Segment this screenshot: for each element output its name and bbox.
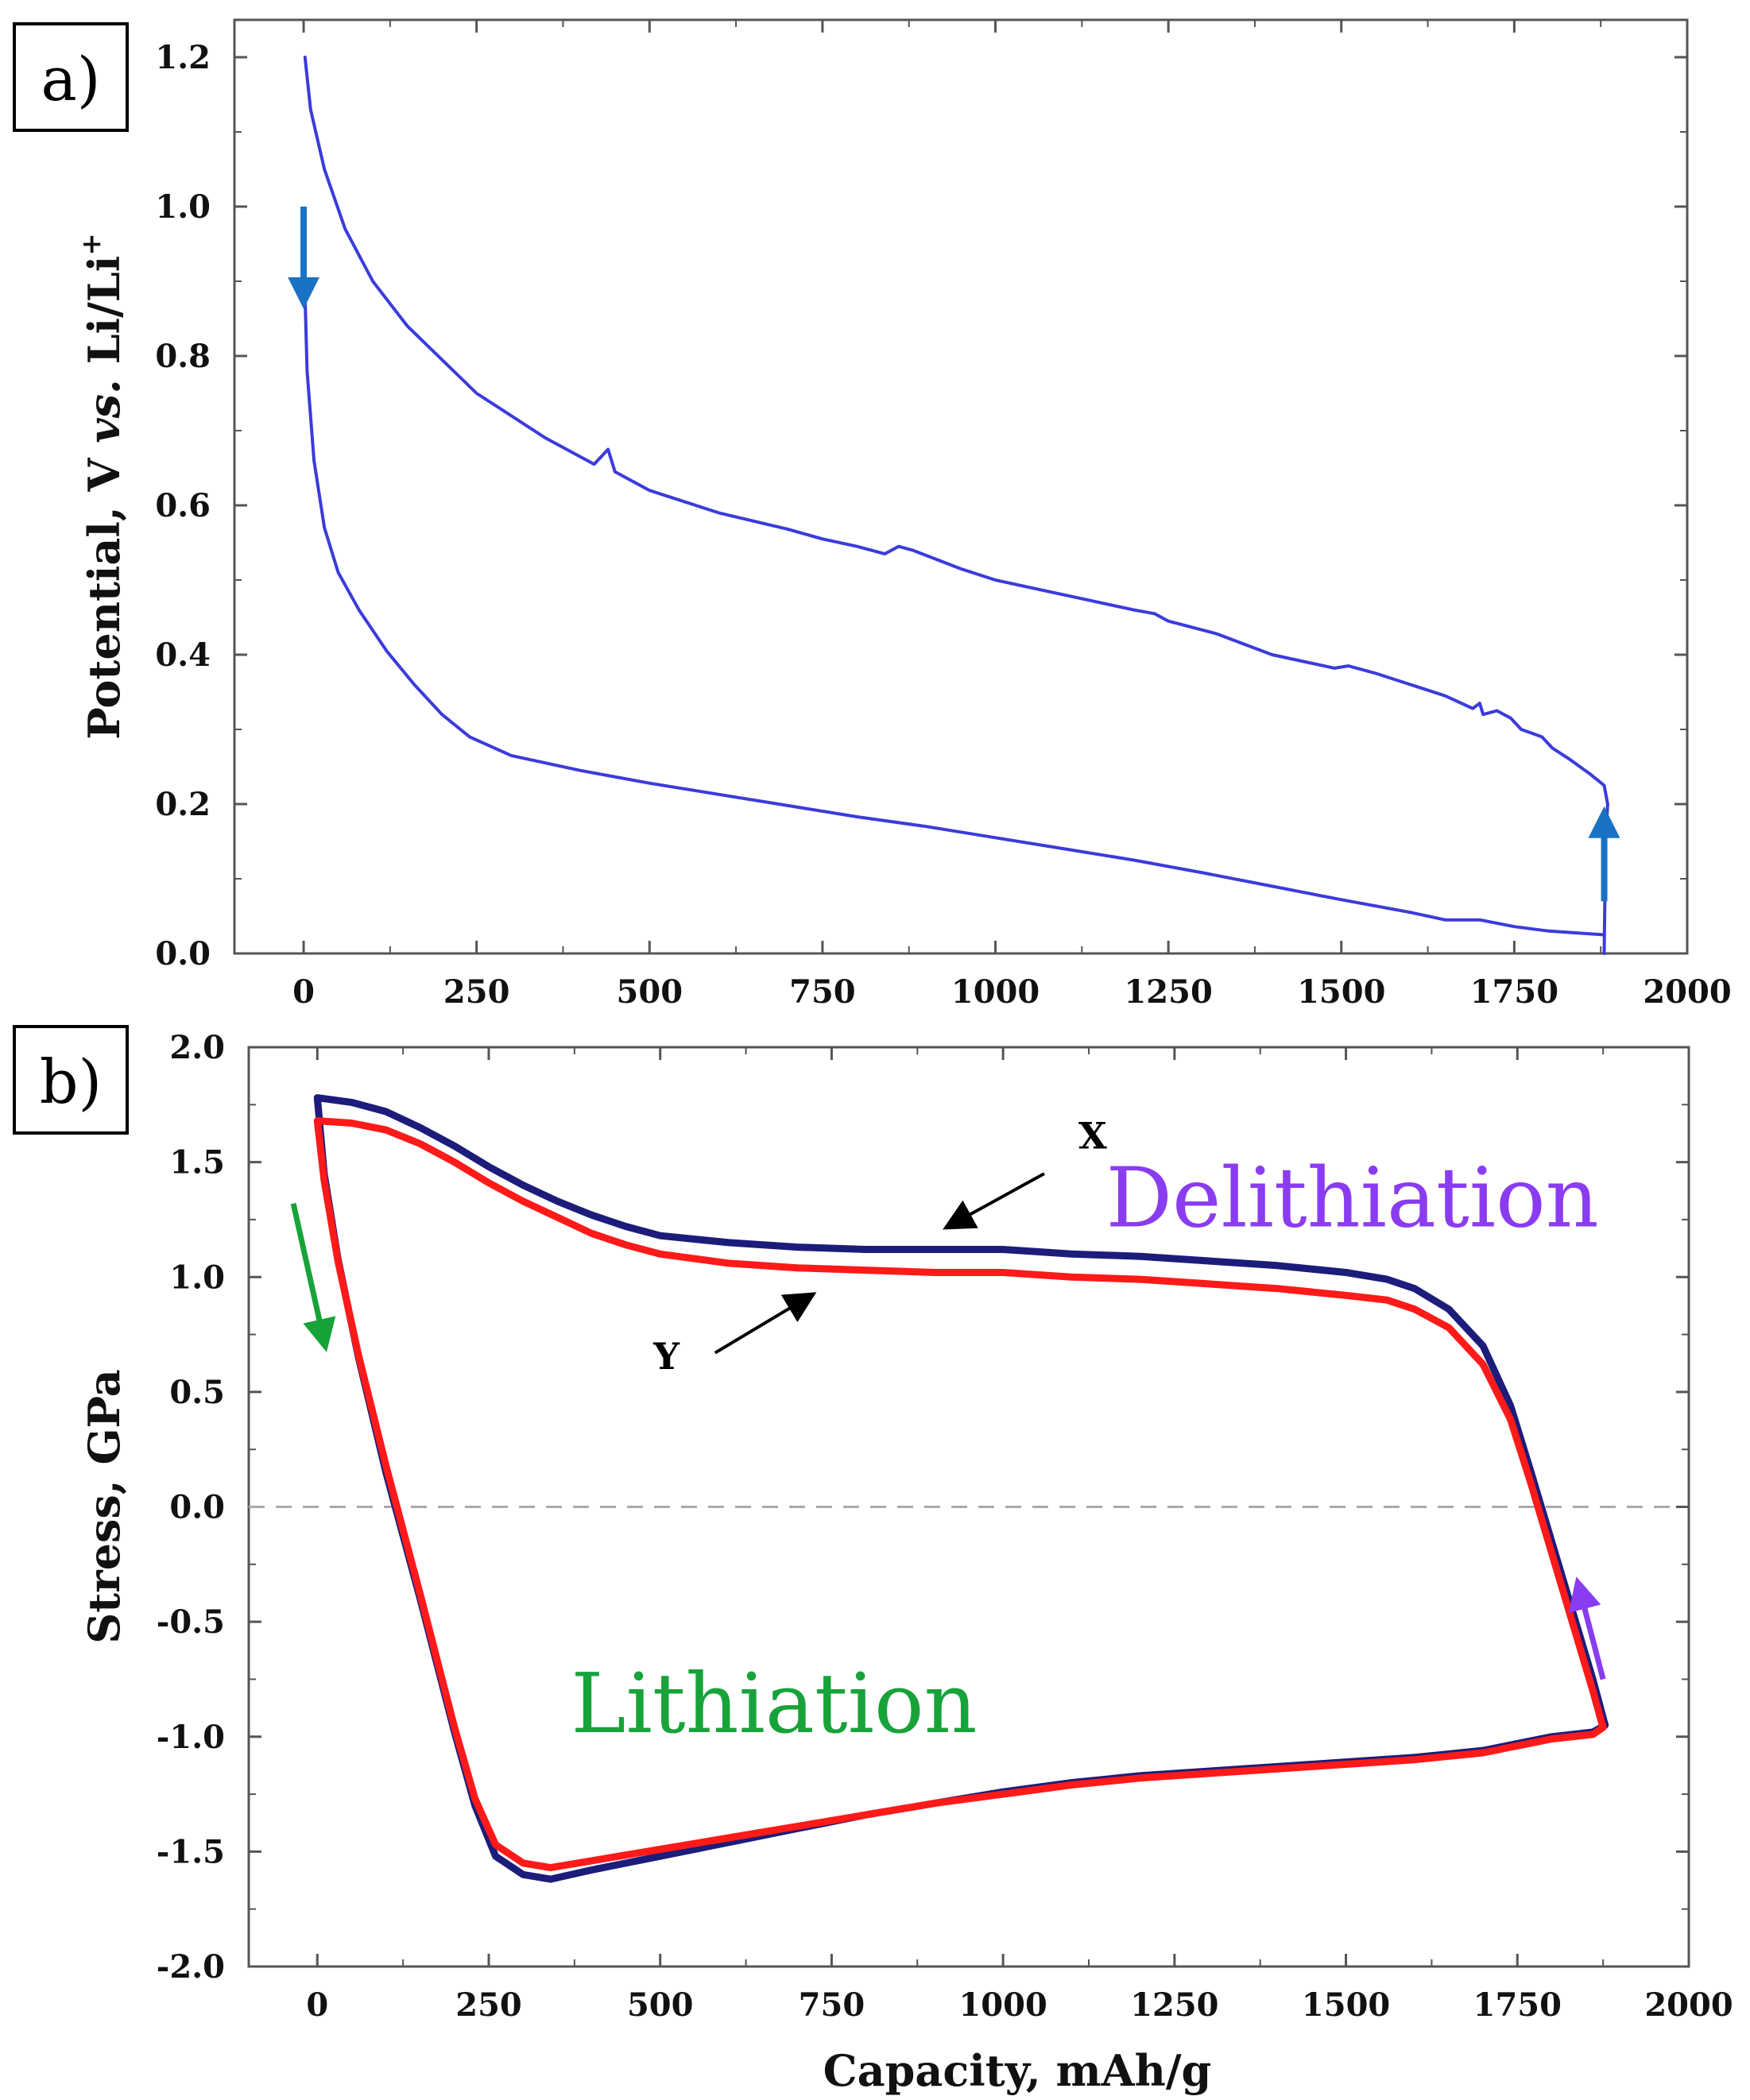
x-tick-label: 1000: [951, 973, 1040, 1011]
y-tick-label: 1.0: [169, 1259, 225, 1296]
panel-a-series: [302, 56, 1609, 955]
annotation-x: X: [1078, 1114, 1107, 1157]
x-tick-label: 500: [627, 1986, 694, 2024]
x-tick-label: 1750: [1470, 973, 1558, 1011]
panel-b-y-tick-labels: -2.0 -1.5 -1.0 -0.5 0.0 0.5 1.0 1.5 2.0: [157, 1029, 225, 1986]
annotation-delithiation: Delithiation: [1106, 1150, 1599, 1247]
direction-arrow-up: [1568, 1576, 1606, 1680]
panel-b-x-tick-labels: 0 250 500 750 1000 1250 1500 1750 2000: [306, 1986, 1733, 2024]
x-tick-label: 750: [789, 973, 856, 1011]
series-line-lithiation: [302, 242, 1606, 937]
panel-b-annotations: X Y Delithiation Lithiation: [571, 1114, 1599, 1752]
series-line-delithiation: [303, 56, 1609, 955]
panel-a-x-tick-labels: 0 250 500 750 1000 1250 1500 1750 2000: [292, 973, 1732, 1011]
panel-a-label-box: [13, 22, 129, 132]
x-tick-label: 750: [799, 1986, 865, 2024]
annotation-y: Y: [652, 1335, 680, 1378]
y-axis-title-italic: vs.: [79, 379, 130, 443]
y-tick-label: 0.6: [155, 487, 211, 524]
x-tick-label: 1000: [958, 1986, 1047, 2024]
x-tick-label: 250: [455, 1986, 522, 2024]
direction-arrow-down: [290, 1202, 336, 1352]
y-axis-title-tail: Li/Li: [79, 256, 130, 380]
panel-a-arrows: [288, 207, 1620, 902]
panel-b-ticks: [249, 1046, 1690, 1968]
panel-a-frame: [233, 18, 1689, 955]
x-tick-label: 0: [306, 1986, 328, 2024]
x-tick-label: 2000: [1644, 1986, 1733, 2024]
series-line-y: [313, 1117, 1607, 1872]
y-tick-label: -2.0: [157, 1948, 225, 1986]
y-axis-title-main: Potential, V: [79, 443, 130, 740]
y-tick-label: -0.5: [157, 1603, 225, 1641]
x-tick-label: 1750: [1473, 1986, 1562, 2024]
panel-b-arrows: [290, 1172, 1606, 1680]
x-tick-label: 1250: [1124, 973, 1212, 1011]
y-tick-label: 0.2: [155, 786, 211, 823]
y-tick-label: -1.0: [157, 1719, 225, 1756]
x-tick-label: 2000: [1643, 973, 1731, 1011]
y-tick-label: -1.5: [157, 1833, 225, 1870]
panel-b: 0 250 500 750 1000 1250 1500 1750 2000 -2.0-1.5-…: [13, 1025, 1733, 2096]
panel-b-label: b): [40, 1046, 102, 1117]
y-tick-label: 1.0: [155, 188, 211, 226]
panel-b-y-axis-title: Stress, GPa: [79, 1369, 130, 1643]
y-tick-label: 0.0: [155, 935, 211, 973]
panel-a-label: a): [41, 44, 101, 114]
x-tick-label: 1500: [1302, 1986, 1390, 2024]
y-tick-label: 1.2: [155, 39, 211, 76]
panel-b-label-box: [13, 1025, 129, 1135]
y-tick-label: 0.8: [155, 338, 211, 375]
panel-b-series: [313, 1094, 1609, 1883]
x-tick-label: 0: [292, 973, 315, 1011]
x-tick-label: 1250: [1130, 1986, 1218, 2024]
pointer-arrow-x: [943, 1172, 1045, 1230]
x-tick-label: 250: [443, 973, 510, 1011]
y-tick-label: 0.5: [169, 1374, 225, 1411]
panel-a-ticks: [234, 20, 1689, 955]
pointer-arrow-y: [714, 1292, 817, 1355]
y-tick-label: 1.5: [169, 1144, 225, 1181]
x-tick-label: 1500: [1297, 973, 1385, 1011]
panel-a: 0 250 500 750 1000 1250 1500 1750 2000 0.0 0.2 0.4…: [13, 18, 1732, 1011]
panel-a-y-tick-labels: 0.0 0.2 0.4 0.6 0.8 1.0 1.2: [155, 39, 211, 973]
annotation-lithiation: Lithiation: [571, 1655, 978, 1752]
x-tick-label: 500: [617, 973, 683, 1011]
y-axis-title-sup: +: [75, 233, 107, 256]
y-tick-label: 0.4: [155, 636, 211, 674]
y-tick-label: 2.0: [169, 1029, 225, 1066]
panel-b-x-axis-title: Capacity, mAh/g: [823, 2045, 1212, 2096]
y-tick-label: 0.0: [169, 1489, 225, 1526]
panel-a-y-axis-title: Potential, V vs. Li/Li+: [75, 233, 130, 740]
